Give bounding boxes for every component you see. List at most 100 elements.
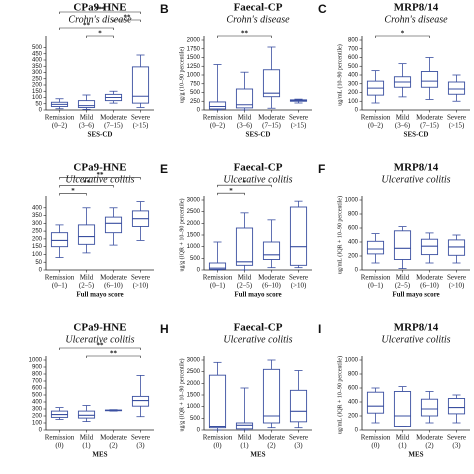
category-range: (3–6) xyxy=(237,122,253,130)
box xyxy=(447,398,466,415)
panel-subtitle: Ulcerative colitis xyxy=(65,174,134,185)
y-tick-label: 1250 xyxy=(187,64,201,70)
y-tick-label: 3000 xyxy=(187,358,201,364)
panel-title: MRP8/14 xyxy=(394,162,439,174)
y-tick-label: 1000 xyxy=(187,244,201,250)
category-label: Remission xyxy=(203,114,233,122)
significance-bracket xyxy=(59,27,114,30)
category-label: Mild xyxy=(80,114,94,122)
category-label: Moderate xyxy=(416,434,443,442)
box xyxy=(393,230,412,260)
y-tick-label: 600 xyxy=(348,55,359,61)
y-axis-label: ug/g (10–90 percentile) xyxy=(178,47,185,103)
y-tick-label: 300 xyxy=(32,70,43,76)
y-tick-label: 1500 xyxy=(187,233,201,239)
significance-bracket xyxy=(86,355,141,358)
significance-bracket xyxy=(59,347,141,350)
category-range: (0–1) xyxy=(52,282,68,290)
box xyxy=(447,81,466,95)
significance-bracket xyxy=(113,19,141,22)
y-tick-label: 400 xyxy=(348,73,359,79)
y-tick-label: 1000 xyxy=(29,358,43,364)
y-axis-label: ug/g (IQR + 10–90 percentile) xyxy=(178,358,185,431)
category-label: Severe xyxy=(447,114,466,122)
panel-subtitle: Ulcerative colitis xyxy=(381,334,450,345)
box xyxy=(262,241,281,260)
y-tick-label: 1000 xyxy=(187,73,201,79)
category-label: Moderate xyxy=(258,274,285,282)
panel-title: CPa9-HNE xyxy=(73,2,126,14)
significance-label: * xyxy=(71,187,75,195)
y-tick-label: 300 xyxy=(348,81,359,87)
y-tick-label: 0 xyxy=(197,108,201,114)
panel-letter: F xyxy=(318,162,325,176)
y-tick-label: 500 xyxy=(348,64,359,70)
y-tick-label: 750 xyxy=(190,81,201,87)
y-tick-label: 200 xyxy=(32,414,43,420)
y-tick-label: 100 xyxy=(32,95,43,101)
panel-letter: B xyxy=(160,2,169,16)
category-label: Severe xyxy=(131,434,150,442)
panel-title: Faecal-CP xyxy=(234,322,283,334)
box xyxy=(77,224,96,245)
box xyxy=(366,240,385,255)
y-tick-label: 400 xyxy=(32,58,43,64)
y-tick-label: 900 xyxy=(32,365,43,371)
box xyxy=(420,398,439,417)
box xyxy=(50,232,69,248)
y-tick-label: 1500 xyxy=(187,393,201,399)
y-tick-label: 300 xyxy=(32,221,43,227)
panel-subtitle: Ulcerative colitis xyxy=(223,334,292,345)
category-label: Mild xyxy=(80,434,94,442)
y-axis-label: ug/mL (10–90 percentile) xyxy=(336,44,343,105)
y-tick-label: 200 xyxy=(348,254,359,260)
y-tick-label: 1000 xyxy=(187,404,201,410)
category-range: (>15) xyxy=(449,122,465,130)
category-range: (6–10) xyxy=(262,282,281,290)
category-label: Severe xyxy=(131,114,150,122)
category-range: (0–1) xyxy=(368,282,384,290)
y-tick-label: 1000 xyxy=(345,358,359,364)
y-tick-label: 500 xyxy=(32,393,43,399)
y-tick-label: 0 xyxy=(355,108,359,114)
y-tick-label: 800 xyxy=(348,212,359,218)
box xyxy=(235,422,254,430)
category-range: (7–15) xyxy=(104,122,123,130)
y-tick-label: 100 xyxy=(32,252,43,258)
significance-label: * xyxy=(98,30,102,38)
category-range: (2–5) xyxy=(237,282,253,290)
category-range: (1) xyxy=(240,442,249,450)
box xyxy=(77,410,96,419)
category-range: (3–6) xyxy=(79,122,95,130)
significance-label: *** xyxy=(95,6,106,14)
box xyxy=(366,391,385,414)
box xyxy=(131,395,150,407)
significance-label: ** xyxy=(97,342,105,350)
category-range: (7–15) xyxy=(420,122,439,130)
category-label: Mild xyxy=(396,434,410,442)
y-tick-label: 2000 xyxy=(187,221,201,227)
x-axis-label: SES-CD xyxy=(88,131,113,139)
category-label: Severe xyxy=(131,274,150,282)
y-tick-label: 0 xyxy=(39,428,43,434)
box xyxy=(289,389,308,423)
y-tick-label: 800 xyxy=(32,372,43,378)
box xyxy=(420,71,439,88)
category-label: Severe xyxy=(289,274,308,282)
y-tick-label: 200 xyxy=(32,236,43,242)
y-tick-label: 250 xyxy=(190,99,201,105)
y-axis-label: ug/g (IQR + 10–90 percentile) xyxy=(178,198,185,271)
x-axis-label: Full mayo score xyxy=(234,291,281,299)
box xyxy=(420,238,439,256)
category-range: (2–5) xyxy=(395,282,411,290)
box xyxy=(235,88,254,109)
y-tick-label: 2500 xyxy=(187,209,201,215)
y-tick-label: 600 xyxy=(348,386,359,392)
y-tick-label: 400 xyxy=(32,400,43,406)
y-tick-label: 300 xyxy=(32,407,43,413)
